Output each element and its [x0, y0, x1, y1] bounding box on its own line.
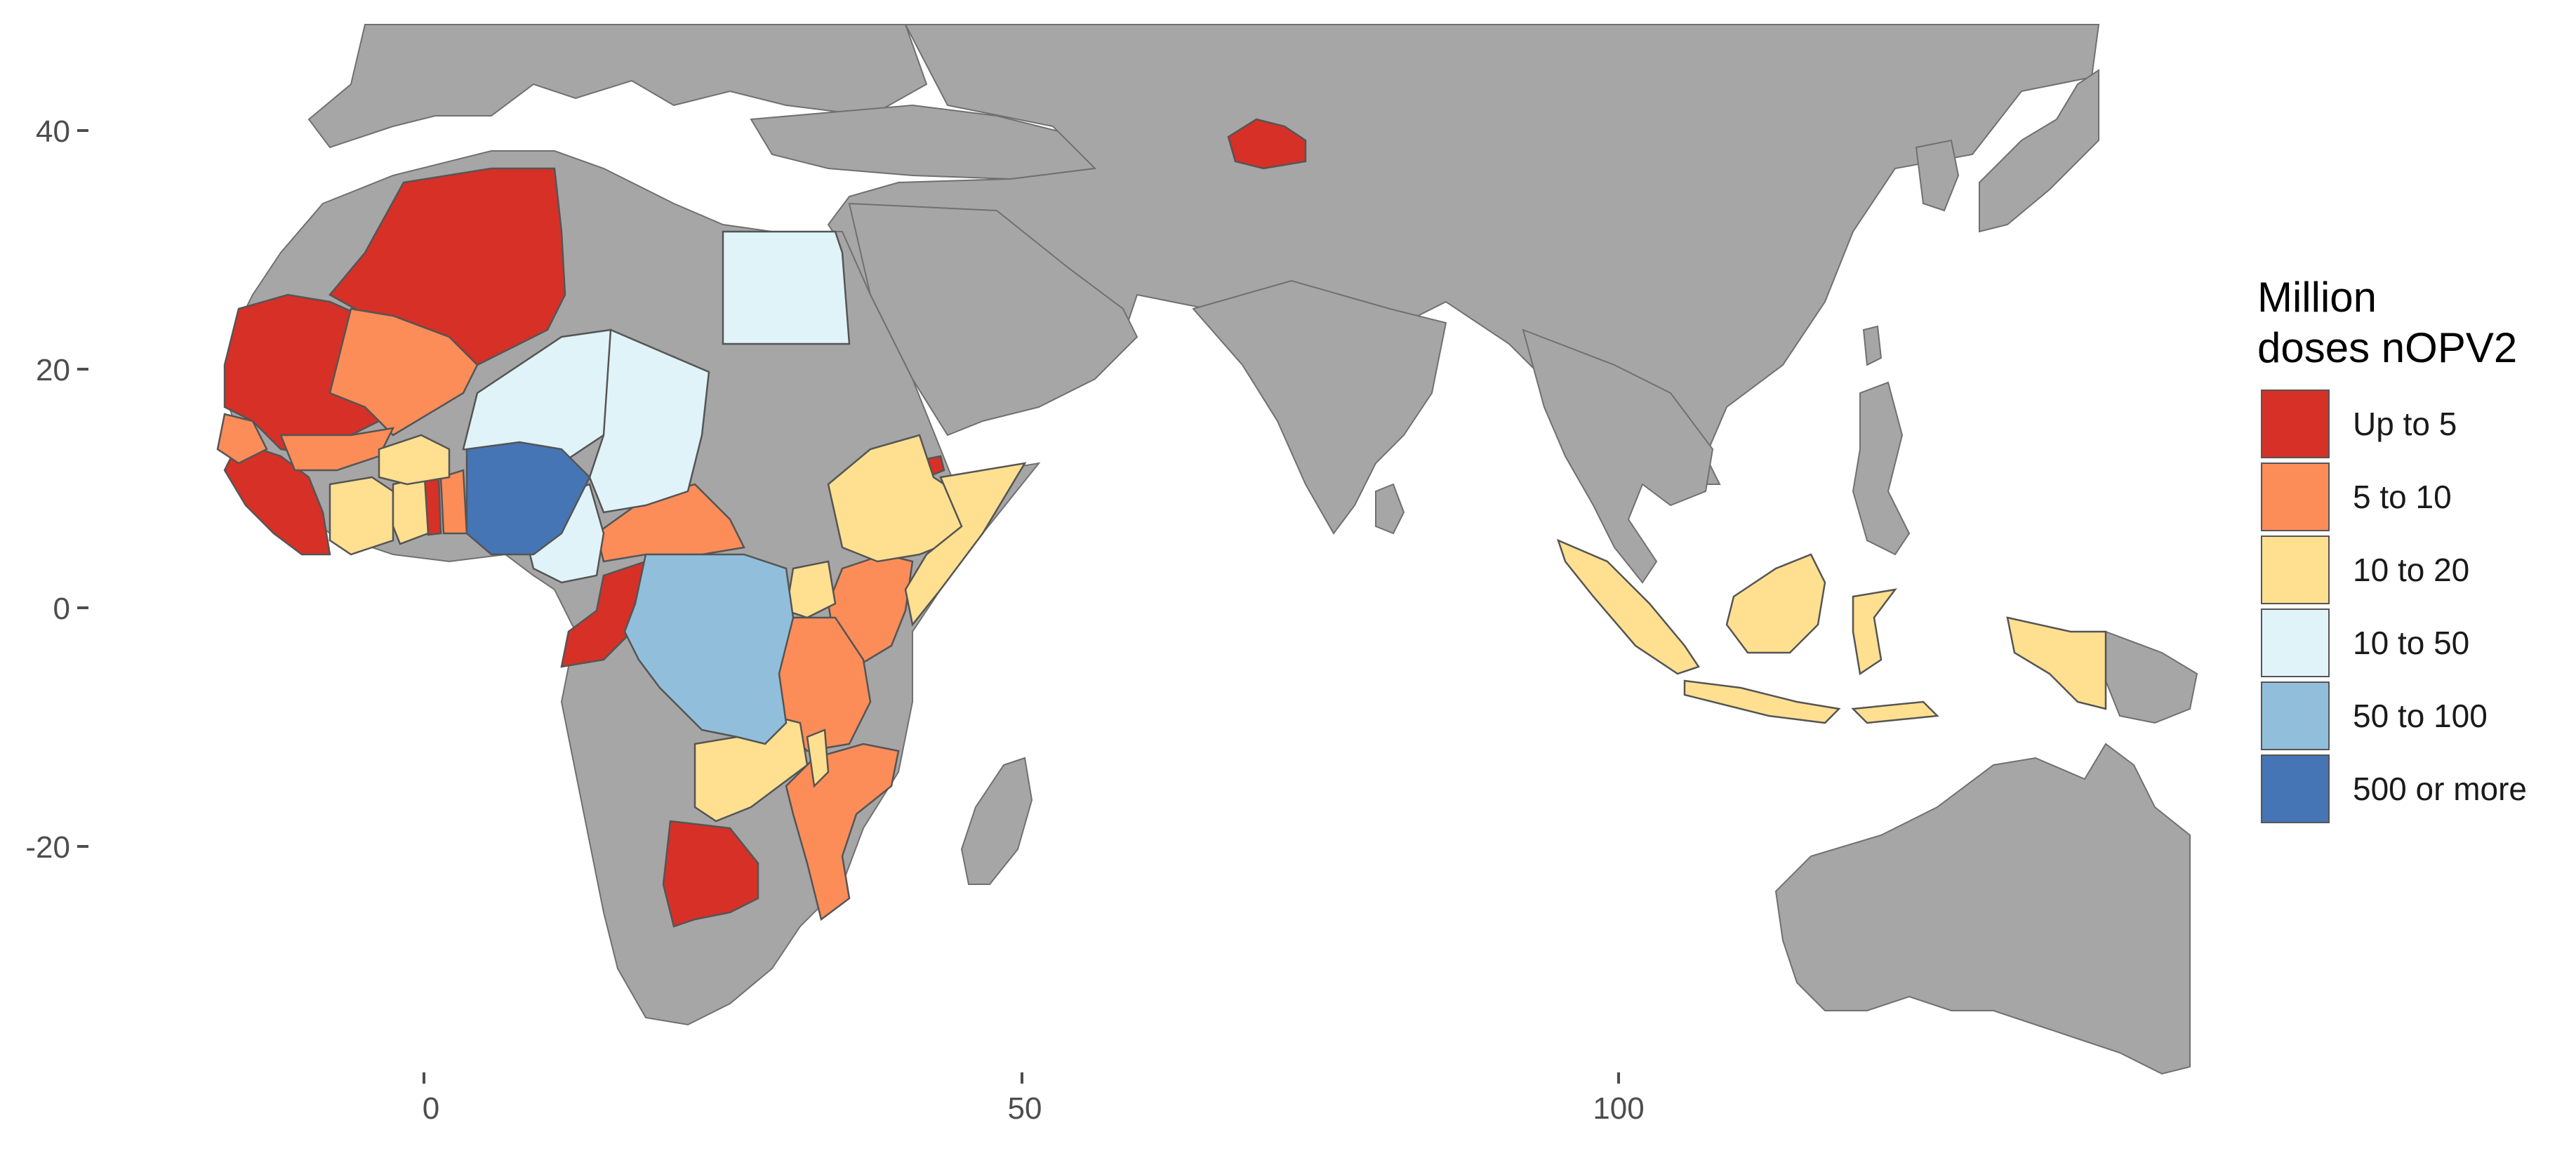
legend-swatch-up-to-5 [2262, 390, 2329, 458]
legend: Million doses nOPV2 Up to 5 5 to 10 10 t… [2257, 274, 2527, 823]
land-sri-lanka [1376, 484, 1404, 533]
legend-swatch-5-to-10 [2262, 463, 2329, 531]
land-philippines [1853, 382, 1909, 554]
y-tick-label-0: 0 [53, 592, 70, 626]
legend-label-50-to-100: 50 to 100 [2353, 698, 2488, 734]
country-benin-togo [441, 470, 467, 533]
land-madagascar [962, 758, 1032, 884]
x-tick-label-0: 0 [423, 1091, 439, 1126]
land-australia [1776, 744, 2190, 1074]
country-ghana [393, 477, 428, 544]
legend-title-line2: doses nOPV2 [2257, 324, 2517, 371]
x-tick-label-100: 100 [1593, 1091, 1644, 1126]
country-cote-divoire [330, 477, 393, 554]
x-tick-label-50: 50 [1008, 1091, 1042, 1126]
y-tick-label-neg20: -20 [25, 830, 70, 865]
country-indonesia-sulawesi [1853, 590, 1895, 674]
land-india [1193, 281, 1446, 533]
legend-swatch-10-to-50 [2262, 609, 2329, 677]
country-indonesia-papua [2007, 618, 2106, 709]
country-indonesia-java [1685, 681, 1839, 723]
legend-swatch-50-to-100 [2262, 682, 2329, 750]
legend-label-500-or-more: 500 or more [2353, 771, 2527, 807]
country-egypt [723, 232, 849, 344]
land-taiwan [1864, 326, 1881, 365]
y-axis: 40 20 0 -20 [25, 114, 88, 865]
y-tick-label-20: 20 [36, 353, 70, 387]
legend-label-10-to-20: 10 to 20 [2353, 552, 2469, 588]
legend-title-line1: Million [2257, 274, 2377, 321]
x-axis: 0 50 100 [423, 1072, 1645, 1126]
land-new-guinea [2106, 632, 2197, 723]
land-korea [1916, 140, 1958, 211]
legend-swatch-500-or-more [2262, 755, 2329, 823]
legend-label-up-to-5: Up to 5 [2353, 406, 2457, 442]
legend-label-10-to-50: 10 to 50 [2353, 625, 2469, 661]
country-indonesia-kalimantan [1727, 554, 1825, 653]
country-indonesia-lesser-sunda [1853, 702, 1937, 723]
legend-swatch-10-to-20 [2262, 536, 2329, 604]
legend-label-5-to-10: 5 to 10 [2353, 479, 2452, 515]
y-tick-label-40: 40 [36, 114, 70, 149]
